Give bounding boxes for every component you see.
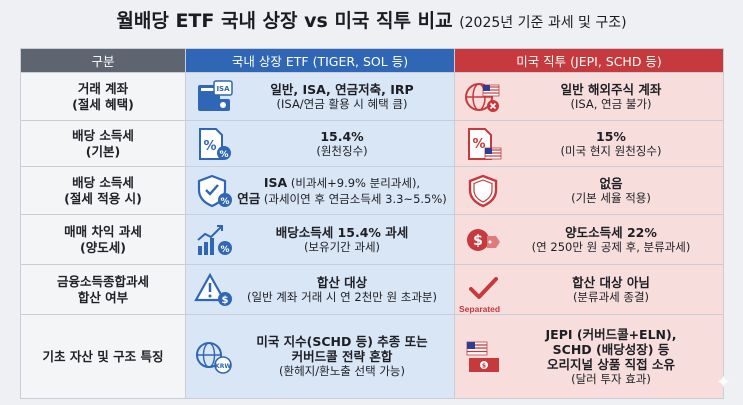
domestic-main-text: 배당소득세 15.4% 과세: [275, 224, 409, 240]
header-category: 구분: [20, 48, 186, 73]
row-label: 배당 소득세 (절세 적용 시): [20, 166, 186, 215]
us-main-text: 오리지널 상품 직접 소유: [546, 356, 676, 372]
us-main-text: 일반 해외주식 계좌: [560, 81, 662, 97]
us-main-text: JEPI (커버드콜+ELN),: [545, 326, 677, 342]
domestic-main-text: 미국 지수(SCHD 등) 추종 또는: [256, 334, 428, 349]
us-dollar-bills-icon: $: [461, 337, 505, 377]
us-main-text: 양도소득세 22%: [565, 224, 657, 240]
svg-text:%: %: [203, 139, 216, 154]
separated-label: Separated: [459, 303, 501, 314]
row-label-line: 배당 소득세: [72, 174, 134, 190]
row-label: 거래 계좌 (절세 혜택): [20, 72, 186, 121]
us-cell: Separated 합산 대상 아님 (분류과세 종결): [454, 264, 724, 315]
rising-chart-percent-icon: %: [192, 220, 236, 260]
row-label-line: 금융소득종합과세: [56, 273, 149, 289]
row-label-line: 기초 자산 및 구조 특징: [42, 348, 164, 364]
shield-percent-icon: %: [192, 171, 236, 211]
row-label-line: 매매 차익 과세: [64, 223, 142, 239]
us-sub-text: (기본 세율 적용): [571, 190, 651, 205]
us-sub-text: (ISA, 연금 불가): [570, 96, 652, 111]
title-sub: (2025년 기준 과세 및 구조): [459, 15, 627, 31]
us-cell: % 15% (미국 현지 원천징수): [454, 120, 724, 167]
domestic-cell: $ 합산 대상 (일반 계좌 거래 시 연 2천만 원 초과분): [185, 264, 455, 315]
us-cell: $ JEPI (커버드콜+ELN), SCHD (배당성장) 등 오리지널 상품…: [454, 314, 724, 399]
comparison-table: 구분 국내 상장 ETF (TIGER, SOL 등) 미국 직투 (JEPI,…: [20, 48, 724, 399]
svg-text:%: %: [220, 245, 229, 255]
domestic-main-text: 15.4%: [320, 128, 364, 144]
table-row: 매매 차익 과세 (양도세) %: [20, 214, 724, 265]
row-label: 배당 소득세 (기본): [20, 120, 186, 167]
warning-money-icon: $: [192, 270, 236, 310]
pension-detail: (과세이연 후 연금소득세 3.3~5.5%): [260, 191, 447, 206]
domestic-cell: % 배당소득세 15.4% 과세 (보유기간 과세): [185, 214, 455, 265]
svg-text:%: %: [219, 150, 228, 160]
table-row: 금융소득종합과세 합산 여부 $ 합산 대상: [20, 264, 724, 315]
svg-text:%: %: [220, 197, 229, 207]
us-sub-text: (미국 현지 원천징수): [560, 143, 662, 158]
us-sub-text: (달러 투자 효과): [571, 371, 651, 386]
domestic-main-text: 합산 대상: [316, 274, 368, 290]
sparkle-icon: ✦: [715, 372, 731, 393]
table-row: 기초 자산 및 구조 특징 KRW 미국 지수(SCHD 등): [20, 314, 724, 399]
svg-text:ISA: ISA: [216, 85, 230, 93]
domestic-cell: KRW 미국 지수(SCHD 등) 추종 또는 커버드콜 전략 혼합 (환헤지/…: [185, 314, 455, 399]
domestic-sub-text: (ISA/연금 활용 시 혜택 큼): [276, 96, 408, 111]
row-label-line: (절세 적용 시): [64, 190, 142, 206]
percent-document-icon: % %: [192, 124, 236, 164]
table-row: 배당 소득세 (기본) % % 15.4% (원천징수): [20, 120, 724, 167]
dollar-tag-icon: $: [461, 220, 505, 260]
svg-text:$: $: [222, 295, 229, 306]
us-cell: $ 양도소득세 22% (연 250만 원 공제 후, 분류과세): [454, 214, 724, 265]
svg-text:KRW: KRW: [215, 363, 231, 370]
us-sub-text: (연 250만 원 공제 후, 분류과세): [531, 239, 691, 254]
globe-us-flag-icon: [461, 77, 505, 117]
us-cell: 일반 해외주식 계좌 (ISA, 연금 불가): [454, 72, 724, 121]
row-label-line: 거래 계좌: [77, 80, 129, 96]
row-label-line: (기본): [85, 143, 121, 159]
isa-detail: (비과세+9.9% 분리과세),: [287, 175, 421, 190]
domestic-cell: ISA 일반, ISA, 연금저축, IRP (ISA/연금 활용 시 혜택 큼…: [185, 72, 455, 121]
shield-icon: [461, 171, 505, 211]
row-label-line: 합산 여부: [77, 289, 129, 305]
globe-krw-icon: KRW: [192, 337, 236, 377]
us-main-text: 15%: [596, 128, 626, 144]
us-main-text: SCHD (배당성장) 등: [552, 341, 670, 357]
table-row: 거래 계좌 (절세 혜택) ISA: [20, 72, 724, 121]
domestic-sub-text: (보유기간 과세): [303, 239, 381, 254]
row-label-line: (절세 혜택): [72, 96, 134, 112]
header-us: 미국 직투 (JEPI, SCHD 등): [454, 48, 724, 73]
pension-label: 연금: [237, 190, 261, 206]
row-label-line: 배당 소득세: [72, 127, 134, 143]
row-label: 금융소득종합과세 합산 여부: [20, 264, 186, 315]
title-main: 월배당 ETF 국내 상장 vs 미국 직투 비교: [116, 10, 453, 32]
domestic-sub-text: (원천징수): [316, 143, 368, 158]
svg-text:$: $: [473, 233, 483, 249]
domestic-cell: % % 15.4% (원천징수): [185, 120, 455, 167]
isa-label: ISA: [263, 174, 288, 190]
account-book-isa-icon: ISA: [192, 77, 236, 117]
us-main-text: 합산 대상 아님: [572, 274, 650, 290]
table-header-row: 구분 국내 상장 ETF (TIGER, SOL 등) 미국 직투 (JEPI,…: [20, 48, 724, 73]
domestic-cell: % ISA (비과세+9.9% 분리과세), 연금 (과세이연 후 연금소득세 …: [185, 166, 455, 215]
check-separated-icon: Separated: [459, 270, 505, 314]
svg-text:$: $: [482, 362, 486, 369]
header-domestic: 국내 상장 ETF (TIGER, SOL 등): [185, 48, 455, 73]
svg-text:%: %: [472, 137, 485, 152]
row-label-line: (양도세): [80, 239, 126, 255]
page-title: 월배당 ETF 국내 상장 vs 미국 직투 비교 (2025년 기준 과세 및…: [0, 6, 743, 33]
row-label: 기초 자산 및 구조 특징: [20, 314, 186, 399]
us-cell: 없음 (기본 세율 적용): [454, 166, 724, 215]
domestic-sub-text: (일반 계좌 거래 시 연 2천만 원 초과분): [247, 289, 437, 304]
domestic-main-text: 일반, ISA, 연금저축, IRP: [270, 81, 414, 97]
domestic-main-text: 커버드콜 전략 혼합: [291, 349, 393, 364]
row-label: 매매 차익 과세 (양도세): [20, 214, 186, 265]
us-sub-text: (분류과세 종결): [572, 289, 650, 304]
table-row: 배당 소득세 (절세 적용 시) % ISA (비과세+9.9% 분리과세),: [20, 166, 724, 215]
percent-document-us-flag-icon: %: [461, 124, 505, 164]
domestic-sub-text: (환헤지/환노출 선택 가능): [279, 364, 405, 378]
us-main-text: 없음: [599, 175, 623, 191]
